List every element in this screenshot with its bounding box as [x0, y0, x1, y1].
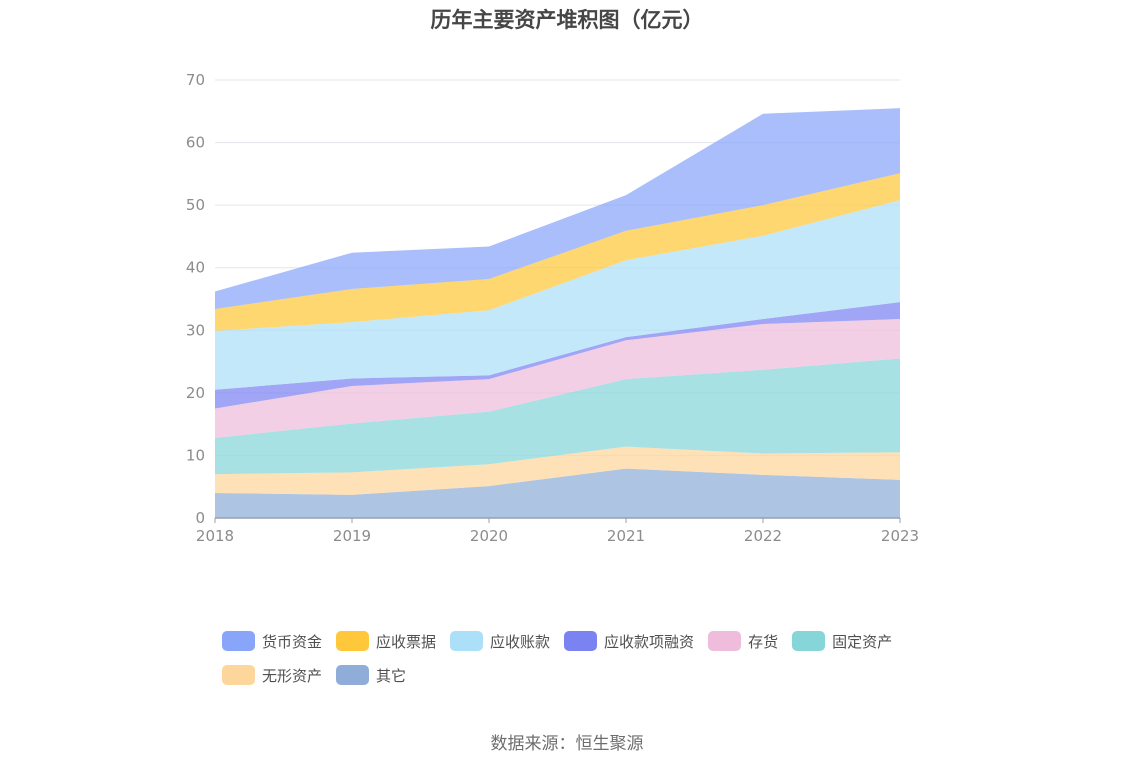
chart-title: 历年主要资产堆积图（亿元） [430, 8, 704, 32]
area-series-layer [215, 108, 900, 518]
x-tick-label: 2023 [881, 527, 919, 545]
legend-label: 应收账款 [490, 632, 551, 651]
x-tick-label: 2018 [196, 527, 234, 545]
legend-item[interactable]: 应收款项融资 [564, 630, 694, 652]
legend-label: 无形资产 [262, 666, 323, 685]
y-tick-label: 10 [186, 446, 205, 464]
legend-swatch [792, 631, 826, 651]
x-tick-label: 2021 [607, 527, 645, 545]
area-series [215, 446, 900, 495]
legend-label: 其它 [376, 666, 407, 685]
legend-swatch [222, 631, 255, 651]
y-tick-label: 30 [186, 321, 205, 339]
legend-label: 应收票据 [376, 632, 437, 651]
area-series [215, 319, 900, 438]
area-series [215, 358, 900, 475]
y-tick-label: 60 [186, 134, 205, 152]
legend: 货币资金 应收票据 应收账款 应收款项融资 存货 固定资产无形资产 其它 [222, 630, 942, 698]
area-series [215, 173, 900, 331]
area-series [215, 108, 900, 310]
area-series [215, 200, 900, 390]
legend-item[interactable]: 固定资产 [792, 630, 892, 652]
legend-item[interactable]: 无形资产 [222, 664, 322, 686]
legend-item[interactable]: 应收账款 [450, 630, 550, 652]
area-series [215, 302, 900, 409]
legend-swatch [336, 631, 370, 651]
legend-item[interactable]: 其它 [336, 664, 406, 686]
area-series [215, 468, 900, 518]
y-tick-label: 0 [195, 509, 205, 527]
y-tick-label: 40 [186, 259, 205, 277]
x-tick-label: 2022 [744, 527, 782, 545]
legend-label: 应收款项融资 [604, 632, 695, 651]
legend-swatch [336, 665, 370, 685]
stacked-area-chart: 0 10 20 30 40 50 60 70 2018 2019 2020 2021 2022 2023 [186, 71, 919, 545]
x-tick-label: 2019 [333, 527, 371, 545]
x-tick-label: 2020 [470, 527, 508, 545]
source-note: 数据来源：恒生聚源 [490, 734, 644, 754]
legend-swatch [564, 631, 598, 651]
legend-label: 存货 [748, 632, 779, 651]
legend-label: 货币资金 [262, 632, 323, 651]
y-tick-label: 20 [186, 384, 205, 402]
legend-item[interactable]: 货币资金 [222, 630, 322, 652]
legend-label: 固定资产 [832, 632, 893, 651]
y-tick-label: 50 [186, 196, 205, 214]
legend-swatch [708, 631, 742, 651]
legend-swatch [450, 631, 484, 651]
axes: 0 10 20 30 40 50 60 70 2018 2019 2020 2021 2022 2023 [186, 71, 919, 545]
legend-swatch [222, 665, 255, 685]
legend-item[interactable]: 应收票据 [336, 630, 436, 652]
y-tick-label: 70 [186, 71, 205, 89]
legend-item[interactable]: 存货 [708, 630, 778, 652]
